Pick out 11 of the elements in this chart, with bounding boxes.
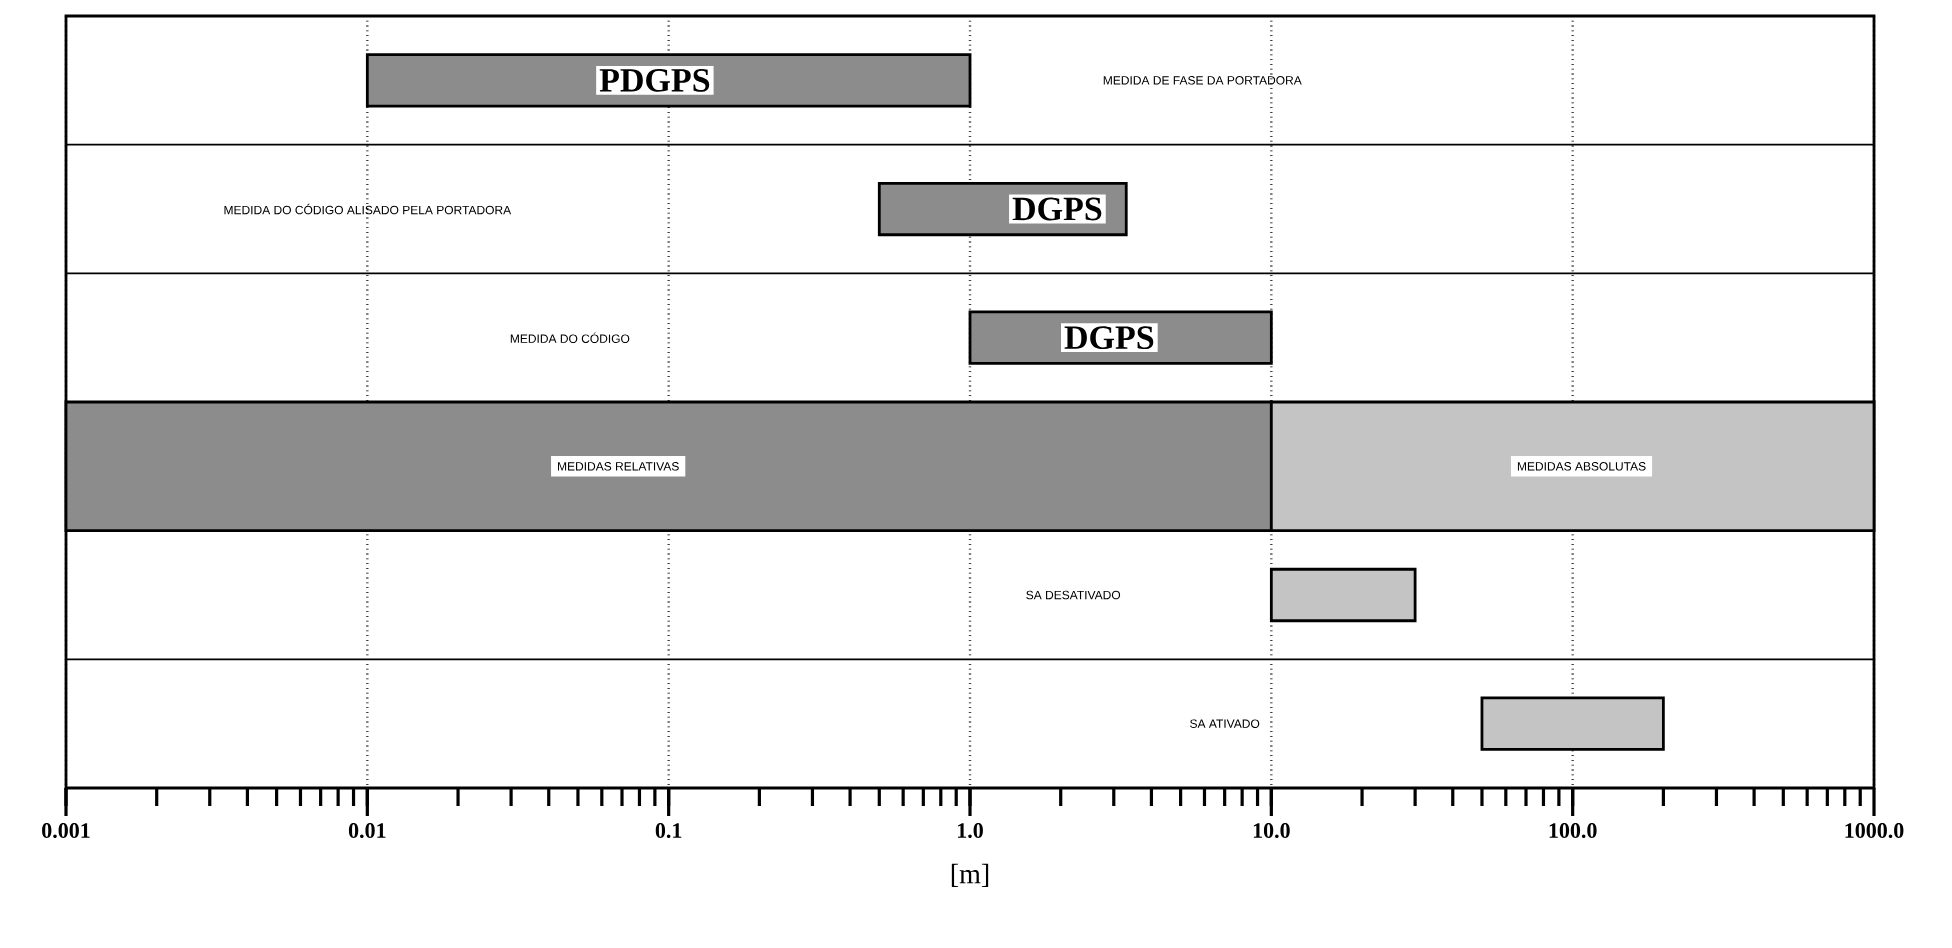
x-tick-label: 1.0 (958, 823, 983, 839)
x-tick-label: 100.0 (1549, 823, 1597, 839)
x-tick-label: 10.0 (1253, 823, 1290, 839)
annotation: DGPS (1064, 326, 1154, 350)
annotation: DGPS (1012, 197, 1102, 221)
x-tick-label: 1000.0 (1845, 823, 1904, 839)
x-axis-title: [m] (951, 863, 989, 887)
x-tick-label: 0.01 (348, 823, 386, 839)
x-tick-label: 0.001 (42, 823, 90, 839)
x-tick-label: 0.1 (655, 823, 682, 839)
annotation: PDGPS (599, 68, 710, 92)
